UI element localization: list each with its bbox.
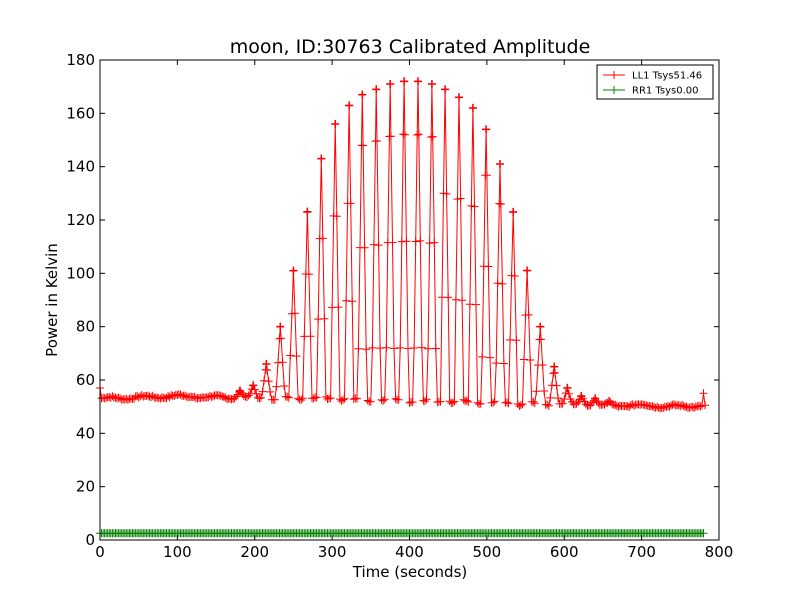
y-tick-label: 20 [76,478,95,496]
x-tick-label: 200 [240,543,269,561]
peak-marker-24 [550,362,559,371]
peak-marker-17 [455,93,464,102]
x-tick-label: 600 [550,543,579,561]
legend-entry-label: LL1 Tsys51.46 [632,71,702,82]
peak-marker-1 [236,386,245,395]
y-tick-label: 180 [66,51,95,69]
peak-marker-22 [523,266,532,275]
legend-swatch-marker [610,71,618,79]
peak-marker-2 [249,381,258,390]
peak-marker-18 [468,104,477,112]
peak-marker-14 [414,77,423,86]
y-tick-label: 160 [66,104,95,122]
peak-marker-20 [496,160,505,168]
peak-marker-19 [482,125,491,134]
y-tick-label: 0 [85,531,95,549]
peak-marker-23 [536,322,545,331]
peak-marker-3 [262,360,271,368]
series-markers-rr1 [96,529,708,538]
x-tick-label: 300 [318,543,347,561]
y-tick-label: 140 [66,158,95,176]
peak-marker-21 [509,208,518,216]
peak-marker-28 [605,397,614,406]
y-tick-label: 80 [76,318,95,336]
x-tick-label: 500 [473,543,502,561]
peak-marker-12 [386,80,395,88]
peak-marker-4 [276,322,285,331]
plot-layer [96,77,710,538]
y-tick-label: 40 [76,424,95,442]
peak-marker-7 [317,154,326,163]
peak-marker-16 [441,85,450,94]
y-tick-label: 60 [76,371,95,389]
axes-layer: 0 100 200 300 400 500 600 700 800 0 20 40 60 80 100 120… [66,51,733,561]
peak-marker-15 [427,80,436,88]
peak-marker-5 [289,266,298,275]
y-axis-label: Power in Kelvin [43,243,61,357]
y-tick-label: 100 [66,264,95,282]
peak-marker-9 [345,101,354,110]
peak-marker-10 [358,90,367,99]
chart-title: moon, ID:30763 Calibrated Amplitude [230,36,591,58]
peak-marker-8 [331,120,340,128]
y-tick-label: 120 [66,211,95,229]
peak-marker-13 [400,77,409,86]
legend-swatch-marker [610,86,618,94]
x-tick-label: 800 [705,543,734,561]
peak-marker-6 [303,208,312,216]
x-tick-label: 400 [395,543,424,561]
x-tick-label: 100 [163,543,192,561]
peak-marker-26 [577,392,586,400]
peak-marker-11 [372,85,381,94]
x-tick-label: 700 [627,543,656,561]
x-tick-label: 0 [95,543,105,561]
peak-marker-27 [591,394,600,403]
legend: LL1 Tsys51.46 RR1 Tsys0.00 [596,64,714,100]
legend-box [596,64,714,100]
legend-entry-label: RR1 Tsys0.00 [632,86,699,97]
peak-marker-25 [563,384,572,392]
x-axis-label: Time (seconds) [352,563,468,581]
